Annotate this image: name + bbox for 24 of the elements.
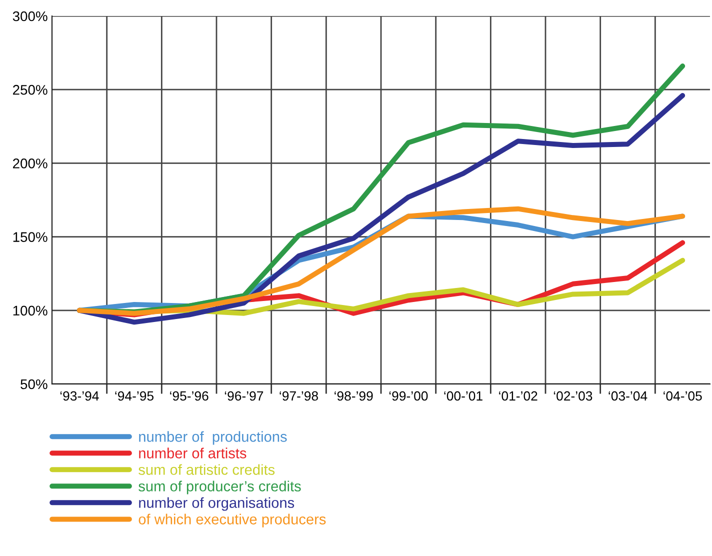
x-tick-label: ‘97-’98 — [280, 391, 318, 401]
text: number of productions — [139, 431, 287, 445]
x-tick-label: ‘01-’02 — [499, 391, 538, 401]
y-tick-label: 150% — [13, 232, 48, 242]
y-tick-label: 300% — [12, 11, 48, 22]
text: sum of artistic credits — [138, 464, 275, 475]
y-tick-label: 100% — [13, 306, 48, 316]
y-tick-label: 50% — [20, 379, 48, 390]
text: number of artists — [139, 448, 246, 458]
text: sum of producer’s credits — [138, 480, 301, 494]
y-tick-label: 200% — [13, 158, 48, 168]
x-tick-label: ‘02-’03 — [554, 391, 592, 401]
x-tick-label: ‘96-’97 — [224, 391, 264, 401]
x-tick-label: ‘99-’00 — [389, 391, 428, 401]
x-tick-label: ‘98-’99 — [334, 391, 373, 401]
x-tick-label: ‘94-’95 — [115, 391, 154, 401]
x-tick-label: ‘93-’94 — [60, 391, 99, 401]
x-tick-label: ‘04-’05 — [664, 391, 702, 401]
text: of which executive producers — [138, 514, 326, 528]
x-tick-label: ‘03-’04 — [608, 391, 648, 401]
text: number of organisations — [139, 497, 294, 511]
y-tick-label: 250% — [13, 84, 48, 95]
x-tick-label: ‘95-’96 — [170, 391, 208, 401]
x-tick-label: ‘00-’01 — [444, 391, 482, 401]
